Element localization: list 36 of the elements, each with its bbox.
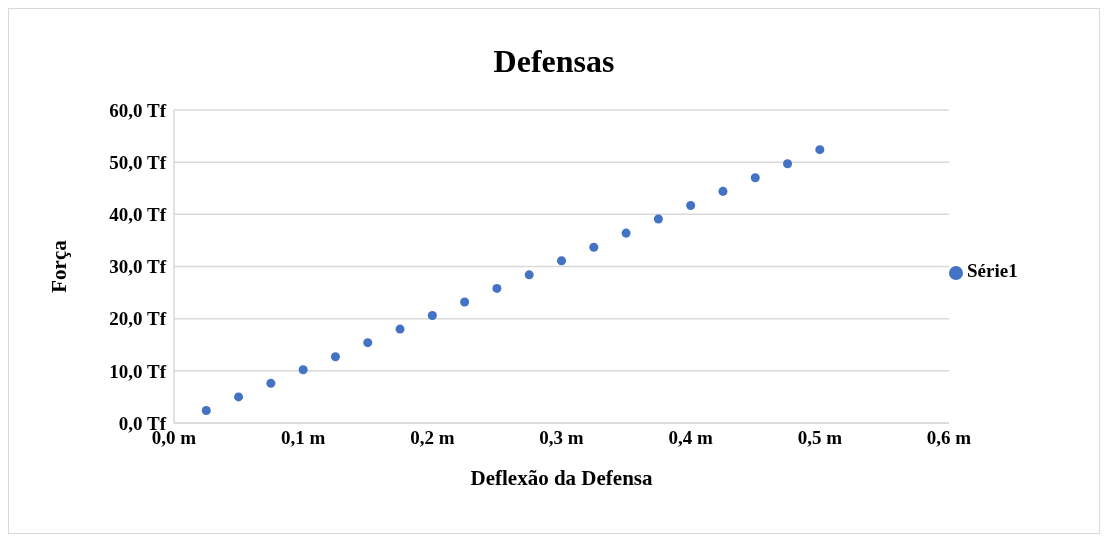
point [395,324,405,334]
point [460,297,470,307]
y-tick-label: 40,0 Tf [109,204,167,226]
x-tick-label: 0,6 m [926,427,972,449]
point [750,173,760,183]
point [783,159,793,169]
point [330,352,340,362]
point [492,283,502,293]
point [201,405,211,415]
y-tick-label: 10,0 Tf [109,360,167,382]
x-tick-label: 0,5 m [797,427,843,449]
y-axis-title: Força [47,239,72,293]
y-tick-label: 30,0 Tf [109,256,167,278]
point [234,392,244,402]
point [556,256,567,266]
point [718,186,728,196]
x-tick-label: 0,3 m [539,427,584,449]
chart-title: Defensas [492,43,616,80]
point [524,270,534,280]
y-tick-label: 60,0 Tf [109,99,167,121]
point [653,214,663,224]
x-tick-label: 0,1 m [281,427,326,449]
point [621,228,631,238]
point [363,338,373,348]
x-tick-label: 0,2 m [410,427,455,449]
y-tick-label: 50,0 Tf [109,151,167,173]
point [686,200,696,210]
y-tick-label: 20,0 Tf [109,308,167,330]
x-axis-title: Deflexão da Defensa [470,466,653,490]
point [427,311,437,321]
point [589,242,599,252]
point [815,145,825,155]
point [298,365,308,375]
legend-label: Série1 [967,260,1018,281]
point [266,378,276,388]
x-tick-label: 0,4 m [668,427,713,449]
